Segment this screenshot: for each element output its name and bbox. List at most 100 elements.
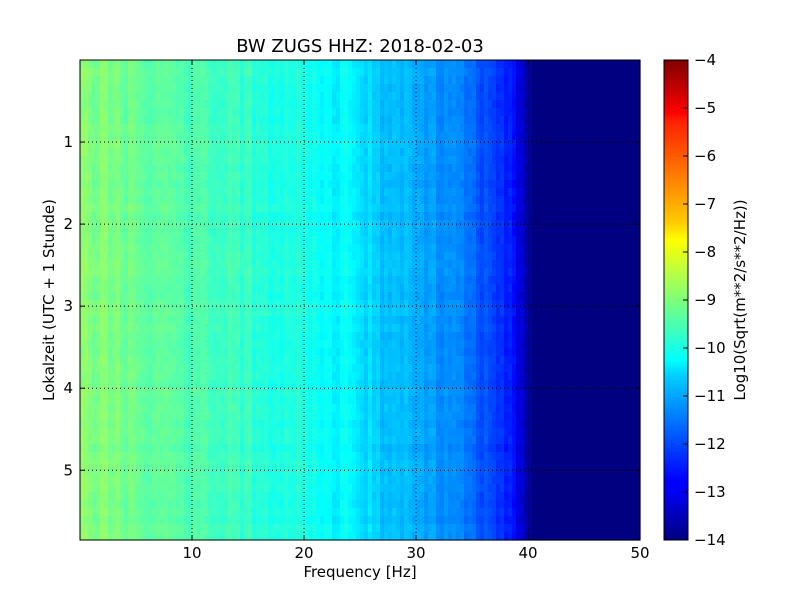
- heatmap-cell: [360, 156, 365, 165]
- heatmap-cell: [416, 92, 421, 101]
- heatmap-cell: [504, 324, 509, 333]
- heatmap-cell: [476, 252, 481, 261]
- heatmap-cell: [536, 324, 541, 333]
- heatmap-cell: [80, 196, 85, 205]
- heatmap-cell: [148, 268, 153, 277]
- heatmap-cell: [568, 156, 573, 165]
- heatmap-cell: [84, 308, 89, 317]
- heatmap-cell: [144, 276, 149, 285]
- heatmap-cell: [380, 316, 385, 325]
- heatmap-cell: [144, 212, 149, 221]
- heatmap-cell: [244, 188, 249, 197]
- heatmap-cell: [368, 236, 373, 245]
- heatmap-cell: [636, 140, 641, 149]
- heatmap-cell: [264, 84, 269, 93]
- heatmap-cell: [404, 236, 409, 245]
- heatmap-cell: [176, 68, 181, 77]
- heatmap-cell: [548, 148, 553, 157]
- heatmap-cell: [124, 100, 129, 109]
- heatmap-cell: [524, 172, 529, 181]
- heatmap-cell: [588, 164, 593, 173]
- heatmap-cell: [116, 100, 121, 109]
- heatmap-cell: [380, 260, 385, 269]
- heatmap-cell: [628, 148, 633, 157]
- heatmap-cell: [420, 220, 425, 229]
- heatmap-cell: [328, 156, 333, 165]
- heatmap-cell: [468, 124, 473, 133]
- heatmap-cell: [348, 196, 353, 205]
- heatmap-cell: [344, 84, 349, 93]
- heatmap-cell: [372, 260, 377, 269]
- heatmap-cell: [128, 276, 133, 285]
- heatmap-cell: [476, 68, 481, 77]
- heatmap-cell: [208, 220, 213, 229]
- heatmap-cell: [224, 60, 229, 69]
- heatmap-cell: [144, 268, 149, 277]
- heatmap-cell: [136, 260, 141, 269]
- heatmap-cell: [552, 68, 557, 77]
- heatmap-cell: [536, 164, 541, 173]
- heatmap-cell: [392, 156, 397, 165]
- heatmap-cell: [160, 76, 165, 85]
- heatmap-cell: [440, 164, 445, 173]
- heatmap-cell: [460, 292, 465, 301]
- heatmap-cell: [108, 92, 113, 101]
- heatmap-cell: [584, 324, 589, 333]
- heatmap-cell: [120, 300, 125, 309]
- heatmap-cell: [292, 284, 297, 293]
- heatmap-cell: [268, 92, 273, 101]
- heatmap-cell: [168, 284, 173, 293]
- heatmap-cell: [388, 260, 393, 269]
- heatmap-cell: [364, 132, 369, 141]
- heatmap-cell: [576, 300, 581, 309]
- heatmap-cell: [628, 204, 633, 213]
- heatmap-cell: [352, 332, 357, 341]
- heatmap-cell: [396, 332, 401, 341]
- heatmap-cell: [484, 92, 489, 101]
- heatmap-cell: [160, 260, 165, 269]
- heatmap-cell: [348, 188, 353, 197]
- heatmap-cell: [576, 76, 581, 85]
- heatmap-cell: [520, 308, 525, 317]
- heatmap-cell: [396, 76, 401, 85]
- heatmap-cell: [92, 300, 97, 309]
- heatmap-cell: [164, 68, 169, 77]
- heatmap-cell: [96, 148, 101, 157]
- heatmap-cell: [368, 244, 373, 253]
- heatmap-cell: [500, 292, 505, 301]
- heatmap-cell: [412, 292, 417, 301]
- heatmap-cell: [328, 196, 333, 205]
- heatmap-cell: [124, 84, 129, 93]
- heatmap-cell: [128, 340, 133, 349]
- heatmap-cell: [464, 228, 469, 237]
- heatmap-cell: [424, 220, 429, 229]
- heatmap-cell: [148, 164, 153, 173]
- heatmap-cell: [380, 212, 385, 221]
- heatmap-cell: [484, 188, 489, 197]
- heatmap-cell: [288, 332, 293, 341]
- heatmap-cell: [440, 188, 445, 197]
- heatmap-cell: [140, 188, 145, 197]
- heatmap-cell: [280, 236, 285, 245]
- heatmap-cell: [420, 236, 425, 245]
- heatmap-cell: [292, 308, 297, 317]
- heatmap-cell: [428, 156, 433, 165]
- heatmap-cell: [224, 156, 229, 165]
- heatmap-cell: [604, 276, 609, 285]
- heatmap-cell: [188, 252, 193, 261]
- heatmap-cell: [452, 108, 457, 117]
- heatmap-cell: [108, 140, 113, 149]
- heatmap-cell: [624, 244, 629, 253]
- heatmap-cell: [296, 316, 301, 325]
- heatmap-cell: [636, 252, 641, 261]
- heatmap-cell: [488, 60, 493, 69]
- heatmap-cell: [456, 276, 461, 285]
- heatmap-cell: [160, 228, 165, 237]
- heatmap-cell: [216, 188, 221, 197]
- heatmap-cell: [432, 92, 437, 101]
- heatmap-cell: [220, 124, 225, 133]
- heatmap-cell: [400, 340, 405, 349]
- heatmap-cell: [304, 100, 309, 109]
- heatmap-cell: [292, 84, 297, 93]
- heatmap-cell: [92, 292, 97, 301]
